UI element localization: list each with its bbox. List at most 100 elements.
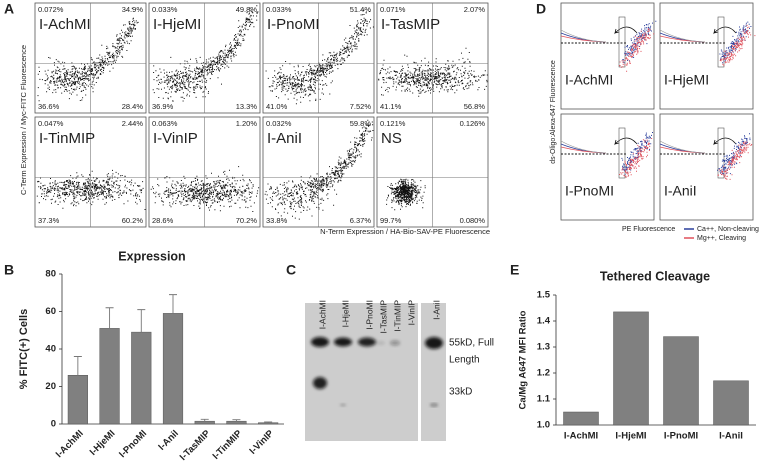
y-axis-label: Ca/Mg A647 MFI Ratio: [518, 310, 529, 409]
quadrant-percent: 0.126%: [460, 119, 486, 128]
plot-name: I-AchMI: [39, 16, 91, 33]
y-axis-label: % FITC(+) Cells: [18, 309, 30, 389]
x-tick-label: I-VinIP: [247, 428, 276, 457]
bar: [162, 313, 184, 425]
quadrant-percent: 49.8%: [236, 5, 258, 14]
dot-cloud: [717, 133, 751, 175]
error-bar: [264, 421, 273, 423]
quadrant-percent: 41.0%: [266, 102, 288, 111]
dot-cloud: [36, 169, 146, 210]
quadrant-percent: 37.3%: [38, 216, 60, 225]
gel-band: [334, 337, 352, 347]
dot-cloud: [619, 28, 655, 72]
dot-cloud: [264, 119, 374, 220]
quadrant-percent: 51.4%: [350, 5, 372, 14]
quadrant-percent: 0.072%: [38, 5, 64, 14]
band-annotation: 33kD: [449, 387, 472, 398]
dot-cloud: [717, 141, 753, 180]
gel-band: [311, 337, 329, 347]
plot-frame: [659, 113, 754, 221]
panel-letter: E: [510, 262, 519, 278]
flow-plot: I-TasMIP 0.071% 2.07% 41.1% 56.8%: [376, 2, 489, 114]
flow-plot: I-PnoMI 0.033% 51.4% 41.0% 7.52%: [262, 2, 375, 114]
gate-box: [717, 16, 725, 68]
x-tick-label: I-PnoMI: [664, 431, 698, 442]
quadrant-percent: 41.1%: [380, 102, 402, 111]
lane-label: I-PnoMI: [364, 300, 374, 330]
legend-label: Ca++, Non-cleaving: [697, 226, 759, 233]
quadrant-percent: 70.2%: [236, 216, 258, 225]
flow-plot: I-AniI 0.032% 59.8% 33.8% 6.37%: [262, 116, 375, 228]
bar: [67, 375, 88, 425]
quadrant-percent: 59.8%: [350, 119, 372, 128]
y-tick-label: 80: [45, 269, 56, 280]
gel: [305, 303, 446, 441]
error-bar: [105, 307, 114, 329]
y-tick-label: 0: [51, 419, 56, 430]
dot-cloud: [150, 166, 260, 212]
y-tick-label: 1.0: [537, 420, 550, 431]
y-tick-label: 20: [45, 381, 56, 392]
band-annotation: Length: [449, 355, 480, 366]
error-bar: [137, 309, 146, 333]
gate-box: [717, 127, 725, 179]
quadrant-percent: 56.8%: [464, 102, 486, 111]
legend-label: Mg++, Cleaving: [697, 235, 746, 242]
quadrant-percent: 34.9%: [122, 5, 144, 14]
lane-label: I-VinIP: [406, 300, 416, 326]
chart-title: Expression: [118, 249, 185, 263]
quadrant-percent: 0.063%: [152, 119, 178, 128]
arrow: [713, 26, 737, 35]
gate-box: [618, 127, 626, 179]
quadrant-percent: 36.9%: [152, 102, 174, 111]
bar: [258, 422, 279, 425]
arrow: [713, 137, 737, 146]
quadrant-percent: 7.52%: [350, 102, 372, 111]
histogram-curve: [560, 29, 607, 43]
quadrant-percent: 0.033%: [152, 5, 178, 14]
chart-title: Tethered Cleavage: [600, 269, 710, 283]
lane-label: I-TasMIP: [378, 300, 388, 334]
quadrant-percent: 0.121%: [380, 119, 406, 128]
plot-name: I-AniI: [267, 130, 302, 147]
y-axis-label: ds-Oligo:Alexa-647 Fluorescence: [550, 60, 557, 164]
plot-name: I-TinMIP: [39, 130, 95, 147]
y-tick-label: 1.3: [537, 342, 550, 353]
gel-band: [430, 403, 438, 407]
flow-plot: I-AchMI: [560, 2, 657, 110]
quadrant-percent: 2.07%: [464, 5, 486, 14]
x-tick-label: I-HjeMI: [615, 431, 646, 442]
arrow: [614, 137, 638, 146]
y-tick-label: 1.4: [537, 316, 551, 327]
bar: [99, 328, 120, 425]
x-tick-label: I-AchMI: [564, 431, 598, 442]
y-tick-label: 40: [45, 344, 56, 355]
bar: [713, 380, 749, 426]
plot-name: I-TasMIP: [381, 16, 440, 33]
quadrant-percent: 0.047%: [38, 119, 64, 128]
panel-letter: A: [4, 1, 14, 17]
dot-cloud: [152, 5, 259, 102]
y-tick-label: 1.1: [537, 394, 551, 405]
plot-name: I-AchMI: [565, 72, 613, 88]
gel-band: [358, 337, 376, 347]
arrow: [614, 26, 638, 35]
flow-plot: NS 0.121% 0.126% 99.7% 0.080%: [376, 116, 489, 228]
lane-label: I-AchMI: [317, 300, 327, 329]
dot-cloud: [378, 47, 488, 97]
panel-letter: D: [536, 1, 546, 17]
y-tick-label: 1.5: [537, 290, 551, 301]
plot-frame: [659, 2, 754, 110]
y-tick-label: 1.2: [537, 368, 550, 379]
error-bar: [232, 419, 241, 422]
x-tick-label: I-AchMI: [54, 428, 86, 460]
error-bar: [73, 356, 82, 376]
bar: [131, 331, 152, 425]
plot-name: I-VinIP: [153, 130, 198, 147]
quadrant-percent: 99.7%: [380, 216, 402, 225]
x-tick-label: I-TinMIP: [211, 428, 245, 461]
histogram-curve: [659, 140, 706, 154]
error-bar: [200, 418, 209, 422]
lane-label: I-TinMIP: [392, 300, 402, 332]
